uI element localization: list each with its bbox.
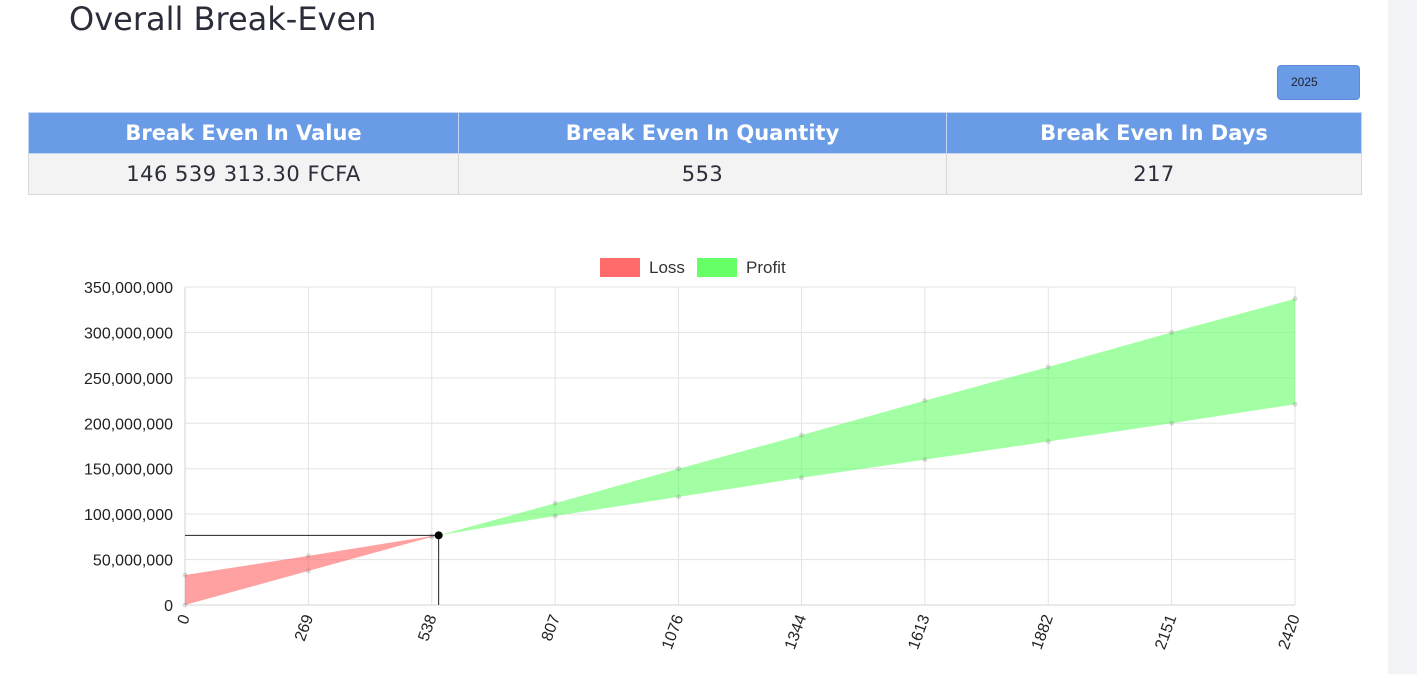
loss-area bbox=[185, 535, 439, 605]
break-even-summary-table: Break Even In Value Break Even In Quanti… bbox=[28, 112, 1362, 195]
revenue-point bbox=[676, 466, 682, 472]
y-axis: 0 50,000,000 100,000,000 150,000,000 200,000… bbox=[84, 280, 173, 615]
break-even-days: 217 bbox=[946, 153, 1362, 195]
y-tick-label: 300,000,000 bbox=[84, 325, 173, 342]
page-title: Overall Break-Even bbox=[69, 0, 377, 38]
x-tick-label: 2420 bbox=[1276, 612, 1304, 651]
cost-point bbox=[1292, 401, 1298, 407]
cost-point bbox=[429, 533, 435, 539]
x-tick-label: 1344 bbox=[782, 612, 810, 651]
y-tick-label: 150,000,000 bbox=[84, 462, 173, 479]
y-tick-label: 200,000,000 bbox=[84, 416, 173, 433]
x-tick-label: 2151 bbox=[1152, 612, 1180, 651]
summary-value-row: 146 539 313.30 FCFA 553 217 bbox=[28, 153, 1362, 195]
revenue-point bbox=[305, 568, 311, 574]
profit-area bbox=[438, 298, 1295, 536]
break-even-point bbox=[434, 531, 443, 540]
x-tick-label: 1882 bbox=[1029, 612, 1057, 651]
revenue-point bbox=[1045, 364, 1051, 370]
revenue-point bbox=[798, 432, 804, 438]
x-tick-label: 807 bbox=[539, 612, 564, 643]
vertical-scrollbar[interactable] bbox=[1388, 0, 1417, 674]
break-even-chart: Loss Profit 0 50,000,000 100,000,000 150,000… bbox=[0, 245, 1388, 674]
cost-point bbox=[305, 553, 311, 559]
cost-point bbox=[676, 494, 682, 500]
legend-label-loss: Loss bbox=[649, 258, 685, 277]
cost-point bbox=[922, 457, 928, 463]
cost-point bbox=[1169, 420, 1175, 426]
x-axis: 0 269 538 807 1076 1344 1613 1882 2151 2420 bbox=[175, 612, 1304, 651]
year-select[interactable]: 2025 bbox=[1277, 65, 1360, 100]
cost-point bbox=[798, 475, 804, 481]
break-even-quantity: 553 bbox=[458, 153, 947, 195]
break-even-value: 146 539 313.30 FCFA bbox=[28, 153, 459, 195]
summary-header-row: Break Even In Value Break Even In Quanti… bbox=[28, 112, 1362, 154]
x-tick-label: 0 bbox=[175, 612, 194, 626]
y-tick-label: 100,000,000 bbox=[84, 507, 173, 524]
chart-areas bbox=[185, 298, 1295, 605]
cost-point bbox=[182, 572, 188, 578]
y-tick-label: 0 bbox=[164, 598, 173, 615]
x-tick-label: 1613 bbox=[905, 612, 933, 651]
revenue-point bbox=[182, 602, 188, 608]
legend-label-profit: Profit bbox=[746, 258, 786, 277]
cost-point bbox=[552, 513, 558, 519]
legend-swatch-loss bbox=[600, 258, 640, 277]
revenue-point bbox=[1169, 329, 1175, 335]
break-even-chart-svg: Loss Profit 0 50,000,000 100,000,000 150,000… bbox=[84, 258, 1304, 652]
break-even-marker bbox=[185, 531, 443, 605]
x-tick-label: 1076 bbox=[659, 612, 687, 651]
header-break-even-quantity: Break Even In Quantity bbox=[458, 112, 947, 154]
y-tick-label: 250,000,000 bbox=[84, 371, 173, 388]
x-tick-label: 269 bbox=[292, 612, 317, 643]
header-break-even-days: Break Even In Days bbox=[946, 112, 1362, 154]
header-break-even-value: Break Even In Value bbox=[28, 112, 459, 154]
y-tick-label: 50,000,000 bbox=[93, 553, 173, 570]
y-tick-label: 350,000,000 bbox=[84, 280, 173, 297]
cost-point bbox=[1045, 438, 1051, 444]
x-tick-label: 538 bbox=[415, 612, 440, 643]
revenue-point bbox=[922, 398, 928, 404]
revenue-point bbox=[1292, 296, 1298, 302]
chart-points bbox=[182, 296, 1298, 608]
revenue-point bbox=[552, 500, 558, 506]
chart-legend: Loss Profit bbox=[600, 258, 786, 277]
legend-swatch-profit bbox=[697, 258, 737, 277]
